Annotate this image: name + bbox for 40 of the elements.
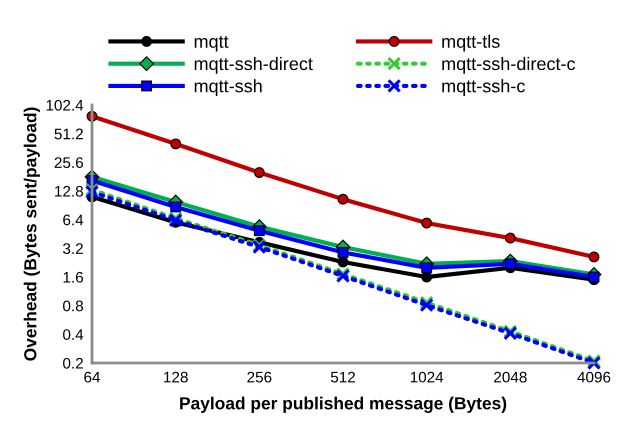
x-tick-label: 4096 bbox=[577, 372, 610, 383]
point bbox=[338, 246, 348, 258]
legend-label: mqtt-ssh-direct bbox=[194, 56, 313, 74]
legend-label: mqtt-ssh-direct-c bbox=[442, 56, 576, 74]
point bbox=[254, 167, 265, 178]
y-tick-label: 0.4 bbox=[63, 329, 84, 340]
y-tick-label: 3.2 bbox=[63, 243, 83, 254]
legend-label: mqtt-ssh-c bbox=[442, 79, 525, 96]
point bbox=[170, 138, 182, 150]
y-axis-title: Overhead (Bytes sent/payload) bbox=[24, 107, 40, 361]
legend-label: mqtt-ssh bbox=[194, 79, 262, 96]
x-tick-label: 256 bbox=[247, 372, 272, 383]
x-tick-label: 128 bbox=[164, 372, 188, 383]
y-tick-label: 1.6 bbox=[64, 272, 83, 283]
y-tick-label: 51.2 bbox=[54, 128, 83, 140]
point bbox=[338, 194, 348, 205]
point bbox=[504, 232, 516, 244]
y-tick-label: 102.4 bbox=[46, 100, 84, 111]
point bbox=[170, 202, 182, 212]
y-tick-label: 0.2 bbox=[63, 358, 83, 369]
legend-label: mqtt-tls bbox=[442, 34, 500, 52]
point bbox=[421, 262, 432, 274]
x-axis-title: Payload per published message (Bytes) bbox=[180, 396, 506, 413]
y-tick-label: 25.6 bbox=[54, 157, 83, 168]
point bbox=[338, 256, 348, 268]
x-tick-label: 1024 bbox=[410, 372, 444, 383]
point bbox=[588, 272, 600, 282]
point bbox=[420, 298, 434, 312]
y-tick-label: 12.8 bbox=[55, 186, 84, 197]
y-tick-label: 6.4 bbox=[63, 214, 84, 226]
x-tick-label: 512 bbox=[330, 372, 355, 383]
point bbox=[421, 272, 432, 282]
y-tick-label: 0.8 bbox=[63, 300, 84, 312]
x-tick-label: 64 bbox=[84, 372, 100, 383]
x-tick-label: 2048 bbox=[494, 372, 527, 383]
legend-label: mqtt bbox=[194, 36, 229, 52]
point bbox=[504, 258, 516, 270]
point bbox=[588, 252, 600, 262]
point bbox=[254, 225, 265, 236]
point bbox=[421, 218, 432, 228]
